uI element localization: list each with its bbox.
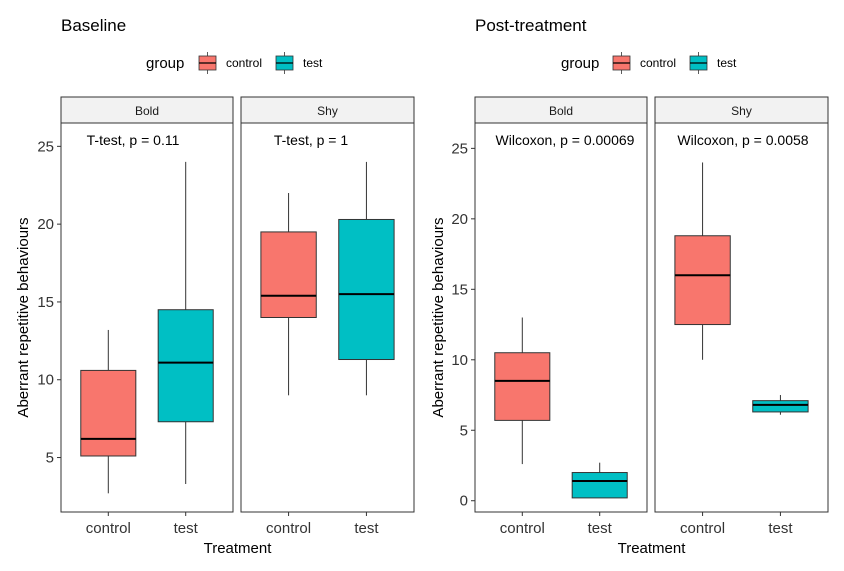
box-test — [338, 161, 395, 396]
y-tick-label: 5 — [46, 450, 54, 467]
y-tick-label: 10 — [451, 352, 468, 369]
legend-key-test: test — [689, 52, 737, 74]
facet-strip-label: Bold — [549, 104, 573, 118]
panel-background — [475, 123, 647, 512]
x-tick-label: test — [354, 520, 379, 537]
facet-bold: Bold Wilcoxon, p = 0.00069 control test — [474, 96, 648, 537]
x-tick-label: control — [500, 520, 545, 537]
box-body — [674, 235, 731, 326]
y-tick-label: 15 — [37, 294, 54, 311]
legend-label-test: test — [717, 56, 737, 70]
box-body — [80, 369, 137, 457]
box-control — [80, 329, 137, 494]
legend-title: group — [146, 55, 184, 72]
x-tick-label: control — [680, 520, 725, 537]
y-tick-label: 0 — [460, 493, 468, 510]
stat-annotation: T-test, p = 1 — [274, 132, 349, 148]
x-axis-title: Treatment — [618, 540, 687, 557]
panel-border — [240, 122, 415, 513]
legend-title: group — [561, 55, 599, 72]
chart-title: Post-treatment — [475, 16, 587, 35]
facet-strip — [60, 96, 234, 124]
legend-label-test: test — [303, 56, 323, 70]
box-test — [752, 395, 809, 415]
legend-label-control: control — [640, 56, 676, 70]
facet-strip-label: Shy — [317, 104, 338, 118]
x-tick-label: control — [266, 520, 311, 537]
y-tick-label: 20 — [37, 216, 54, 233]
facet-strip — [654, 96, 829, 124]
box-test — [157, 161, 214, 484]
facet-strip — [240, 96, 415, 124]
chart-title: Baseline — [61, 16, 126, 35]
box-test — [571, 462, 628, 499]
chart-baseline: Baseline group control test 5 10 15 20 25 Aberran… — [15, 16, 415, 557]
stat-annotation: T-test, p = 0.11 — [87, 132, 180, 148]
stat-annotation: Wilcoxon, p = 0.0058 — [677, 132, 808, 148]
x-tick-label: test — [588, 520, 613, 537]
panel-border — [60, 122, 234, 513]
y-tick-label: 5 — [460, 422, 468, 439]
legend-key-control: control — [198, 52, 262, 74]
box-body — [752, 400, 809, 413]
facet-strip-label: Shy — [731, 104, 752, 118]
panel-border — [654, 122, 829, 513]
panel-border — [474, 122, 648, 513]
box-body — [260, 231, 317, 318]
box-control — [674, 162, 731, 360]
y-tick-label: 25 — [451, 140, 468, 157]
x-tick-label: test — [768, 520, 793, 537]
box-control — [260, 193, 317, 396]
y-tick-label: 20 — [451, 211, 468, 228]
y-tick-label: 25 — [37, 138, 54, 155]
facet-shy: Shy Wilcoxon, p = 0.0058 control test — [654, 96, 829, 537]
x-axis-title: Treatment — [204, 540, 273, 557]
y-axis-title: Aberrant repetitive behaviours — [430, 217, 447, 417]
box-body — [571, 472, 628, 499]
box-body — [157, 309, 214, 423]
facet-strip-label: Bold — [135, 104, 159, 118]
box-body — [338, 218, 395, 361]
legend-label-control: control — [226, 56, 262, 70]
y-axis-title: Aberrant repetitive behaviours — [15, 217, 32, 417]
stat-annotation: Wilcoxon, p = 0.00069 — [496, 132, 635, 148]
facet-shy: Shy T-test, p = 1 control test — [240, 96, 415, 537]
x-tick-label: control — [86, 520, 131, 537]
legend-key-control: control — [612, 52, 676, 74]
facet-strip — [474, 96, 648, 124]
y-tick-label: 10 — [37, 372, 54, 389]
box-control — [494, 317, 551, 465]
chart-post-treatment: Post-treatment group control test 0 5 10 15 20 25… — [430, 16, 829, 557]
y-tick-label: 15 — [451, 281, 468, 298]
facet-bold: Bold T-test, p = 0.11 control test — [60, 96, 234, 537]
legend-key-test: test — [275, 52, 323, 74]
x-tick-label: test — [174, 520, 199, 537]
box-body — [494, 352, 551, 421]
